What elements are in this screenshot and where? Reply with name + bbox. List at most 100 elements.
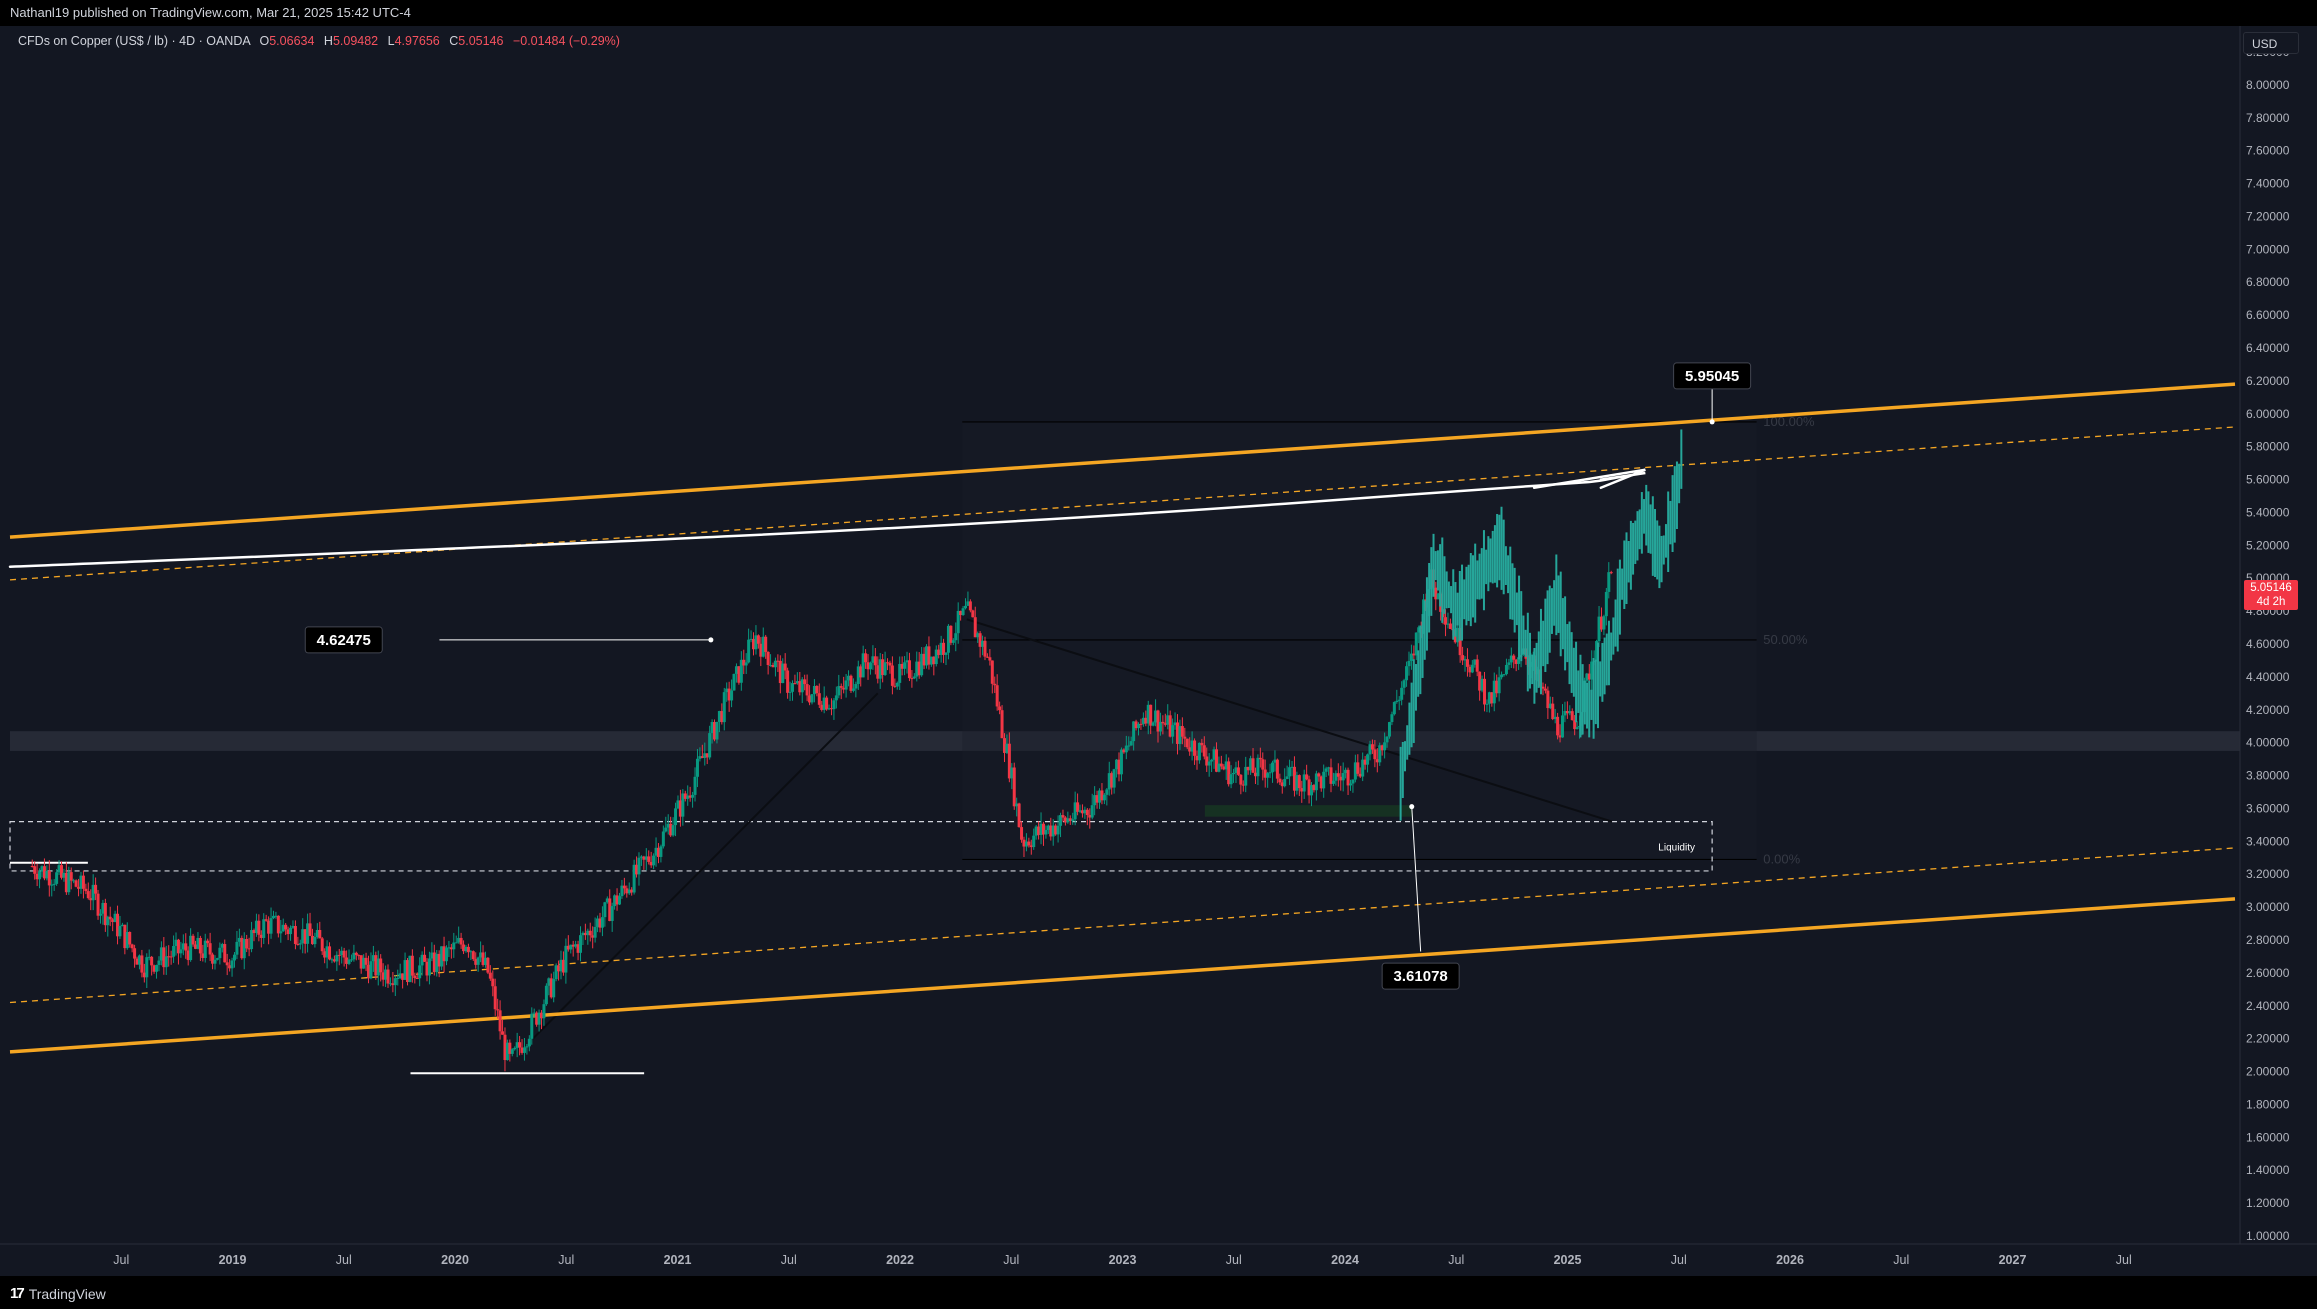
- candle-body: [1556, 716, 1560, 736]
- channel-lower-inner-line[interactable]: [9, 847, 2236, 1004]
- candle-body: [1110, 773, 1114, 788]
- candle-body: [335, 954, 339, 962]
- candle-body: [293, 925, 297, 944]
- candle-body: [1098, 790, 1102, 803]
- candle-body: [688, 795, 692, 798]
- callout-label-target-box[interactable]: [1673, 362, 1752, 390]
- channel-upper-inner-line[interactable]: [9, 426, 2236, 581]
- change-value: −0.01484 (−0.29%): [512, 34, 620, 48]
- candle-body: [1190, 740, 1194, 752]
- candle-body: [198, 937, 202, 954]
- price-tick-label: 3.80000: [2246, 769, 2290, 783]
- currency-button[interactable]: USD: [2243, 32, 2299, 54]
- candle-body: [59, 865, 63, 878]
- candle-body: [652, 855, 656, 866]
- time-axis[interactable]: Jul 2019 Jul 2020 Jul 2021 Jul 2022 Jul 2023 Jul 20…: [0, 1243, 2317, 1267]
- candle-body: [1448, 623, 1452, 629]
- freehand-arrow[interactable]: [8, 471, 1646, 568]
- candle-body: [1027, 841, 1031, 846]
- candle-body: [759, 643, 763, 657]
- freehand-arrowhead[interactable]: [1532, 468, 1646, 490]
- candle-body: [457, 937, 461, 943]
- candle-body: [488, 972, 492, 979]
- callout-label-high[interactable]: 4.62475: [317, 632, 371, 649]
- candle-body: [747, 639, 751, 663]
- candle-body: [1497, 677, 1501, 694]
- candle-body: [1563, 711, 1567, 716]
- callout-label-low[interactable]: 3.61078: [1394, 968, 1448, 985]
- high-value: 5.09482: [332, 34, 379, 48]
- price-tick-label: 2.20000: [2246, 1032, 2290, 1046]
- callout-label-high-box[interactable]: [304, 626, 383, 654]
- publisher-bar: Nathanl19 published on TradingView.com, …: [0, 0, 2317, 26]
- candle-body: [734, 666, 738, 674]
- candle-body: [1068, 818, 1072, 821]
- price-tick-label: 6.80000: [2246, 275, 2290, 289]
- candle-body: [922, 653, 926, 666]
- candle-body: [1280, 782, 1284, 787]
- candle-body: [405, 960, 409, 983]
- candle-body: [1149, 704, 1153, 726]
- candle-body: [730, 690, 734, 701]
- support-zone: [10, 731, 2240, 751]
- candle-body: [57, 865, 61, 873]
- candle-body: [1161, 721, 1165, 724]
- candle-body: [703, 753, 707, 758]
- candle-body: [98, 913, 102, 916]
- candle-body: [247, 948, 251, 950]
- candle-body: [1353, 762, 1357, 780]
- candle-body: [459, 937, 463, 945]
- candle-body: [164, 956, 168, 968]
- candle-body: [86, 891, 90, 899]
- candle-body: [476, 957, 480, 965]
- candle-body: [1224, 761, 1228, 770]
- annotations[interactable]: 4.62475 5.95045 3.61078 Liquidity: [304, 362, 1752, 990]
- liquidity-label[interactable]: Liquidity: [1658, 842, 1695, 853]
- price-tick-label: 3.60000: [2246, 801, 2290, 815]
- candle-body: [313, 937, 317, 945]
- price-tick-label: 1.00000: [2246, 1229, 2290, 1243]
- candle-body: [184, 943, 188, 951]
- tradingview-logo[interactable]: 17 TradingView: [10, 1285, 106, 1302]
- candle-body: [939, 642, 943, 655]
- candle-body: [1358, 773, 1362, 777]
- drawings[interactable]: [8, 468, 1646, 1075]
- candle-body: [1470, 664, 1474, 673]
- candle-body: [330, 959, 334, 961]
- candle-body: [140, 955, 144, 973]
- candle-body: [318, 929, 322, 939]
- price-axis[interactable]: 1.00000 1.20000 1.40000 1.60000 1.80000 2.000…: [2239, 26, 2290, 1244]
- candle-body: [328, 946, 332, 960]
- candle-body: [1558, 735, 1562, 738]
- candle-body: [493, 986, 497, 1010]
- price-tick-label: 1.20000: [2246, 1196, 2290, 1210]
- candle-body: [1517, 657, 1521, 664]
- candle-body: [1604, 591, 1608, 617]
- candle-body: [35, 873, 39, 880]
- candle-body: [1560, 715, 1564, 738]
- candle-body: [554, 965, 558, 980]
- candle-body: [905, 660, 909, 663]
- time-tick-label: 2024: [1331, 1253, 1359, 1267]
- price-chart[interactable]: 100.00% 50.00% 0.00% 4.62475 5.95045 3.61078…: [0, 26, 2317, 1276]
- candle-body: [1473, 659, 1477, 665]
- candle-body: [128, 931, 132, 945]
- candle-body: [242, 938, 246, 959]
- candle-body: [466, 946, 470, 953]
- callout-label-low-box[interactable]: [1381, 962, 1460, 990]
- candle-body: [69, 872, 73, 881]
- candle-body: [1020, 827, 1024, 840]
- candle-body: [1063, 817, 1067, 823]
- candle-body: [1509, 655, 1513, 663]
- channel-lines[interactable]: [9, 382, 2236, 1054]
- candle-body: [376, 958, 380, 976]
- candle-body: [323, 951, 327, 958]
- price-tick-label: 5.80000: [2246, 440, 2290, 454]
- callout-label-target[interactable]: 5.95045: [1685, 368, 1739, 385]
- candle-body: [1122, 749, 1126, 753]
- candle-body: [496, 1009, 500, 1011]
- channel-upper-line[interactable]: [9, 382, 2236, 539]
- channel-lower-line[interactable]: [9, 897, 2236, 1054]
- candle-body: [1185, 738, 1189, 748]
- candle-body: [425, 961, 429, 976]
